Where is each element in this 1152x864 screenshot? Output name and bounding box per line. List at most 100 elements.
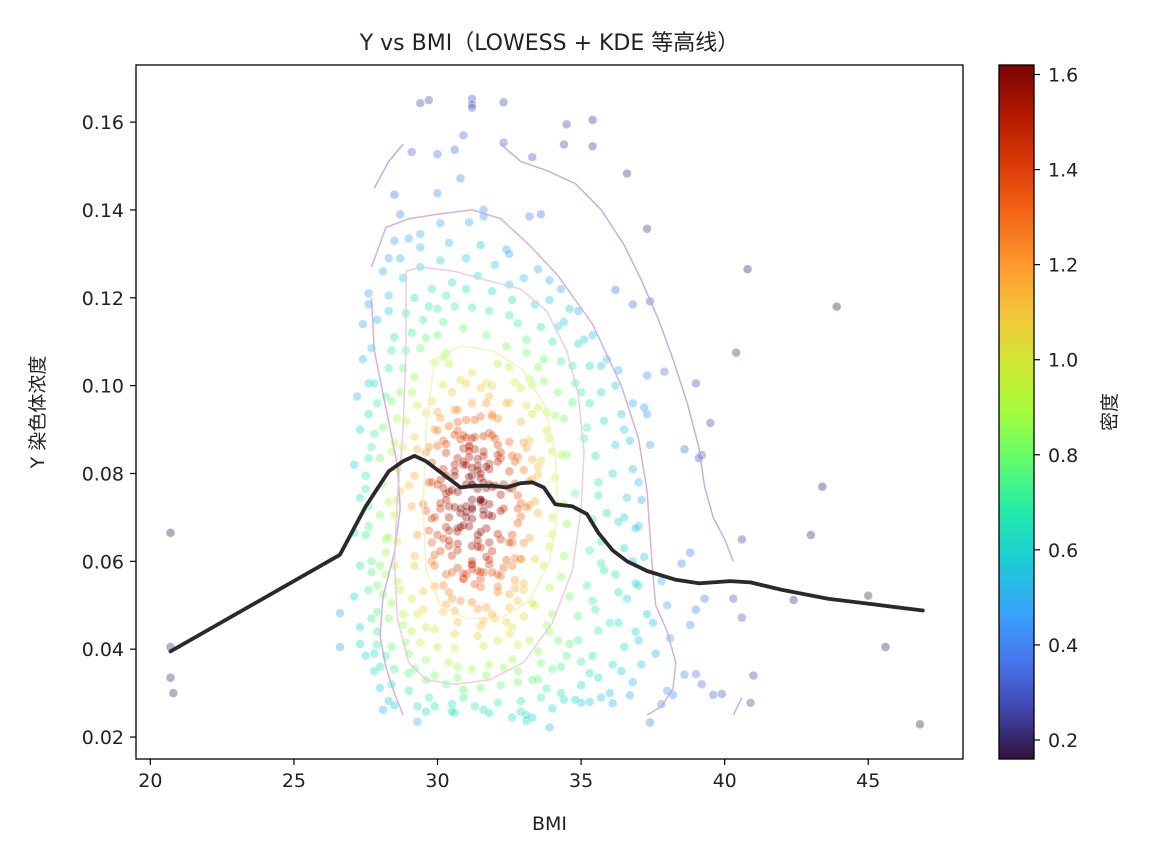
scatter-point — [507, 530, 517, 540]
scatter-point — [372, 607, 382, 617]
scatter-point — [372, 580, 382, 591]
scatter-point — [556, 284, 566, 294]
scatter-point — [478, 451, 489, 461]
scatter-point — [587, 596, 598, 606]
scatter-point — [817, 482, 827, 492]
scatter-point — [493, 587, 503, 597]
scatter-point — [450, 405, 460, 415]
scatter-point — [556, 688, 566, 698]
scatter-point — [438, 483, 448, 493]
scatter-point — [605, 688, 615, 698]
scatter-point — [409, 551, 420, 561]
scatter-point — [513, 503, 523, 514]
scatter-point — [366, 567, 377, 577]
scatter-point — [616, 666, 626, 676]
scatter-point — [510, 553, 520, 563]
scatter-point — [504, 362, 514, 372]
scatter-point — [481, 552, 491, 562]
scatter-point — [487, 546, 497, 556]
scatter-point — [438, 380, 448, 390]
scatter-point — [467, 99, 477, 110]
scatter-point — [590, 451, 601, 461]
scatter-point — [518, 611, 529, 621]
scatter-points — [165, 94, 925, 733]
scatter-point — [355, 493, 365, 503]
scatter-point — [409, 293, 420, 303]
scatter-point — [533, 264, 543, 274]
scatter-point — [415, 242, 425, 253]
scatter-point — [679, 444, 690, 454]
scatter-point — [389, 438, 400, 448]
scatter-point — [642, 609, 652, 619]
scatter-point — [516, 417, 526, 427]
scatter-point — [392, 576, 402, 586]
scatter-point — [639, 402, 649, 413]
scatter-point — [475, 495, 486, 505]
scatter-point — [636, 659, 647, 670]
scatter-point — [473, 631, 483, 641]
scatter-point — [493, 698, 503, 708]
scatter-point — [524, 211, 535, 222]
scatter-point — [452, 545, 463, 556]
scatter-point — [570, 488, 580, 498]
scatter-point — [409, 432, 420, 442]
scatter-point — [418, 604, 428, 615]
scatter-point — [584, 398, 595, 408]
scatter-point — [458, 323, 469, 334]
scatter-point — [447, 699, 457, 709]
scatter-point — [487, 286, 497, 296]
scatter-point — [607, 698, 618, 708]
scatter-point — [461, 284, 471, 294]
scatter-point — [633, 477, 644, 487]
scatter-point — [536, 209, 546, 220]
scatter-point — [567, 397, 578, 407]
scatter-point — [639, 552, 649, 562]
scatter-point — [475, 567, 486, 577]
scatter-point — [696, 679, 707, 689]
scatter-point — [745, 698, 756, 708]
scatter-point — [458, 460, 469, 470]
scatter-point — [619, 642, 629, 652]
scatter-point — [444, 541, 454, 551]
scatter-point — [384, 532, 394, 542]
scatter-point — [544, 722, 555, 733]
scatter-point — [504, 310, 514, 321]
scatter-point — [464, 472, 474, 482]
scatter-point — [524, 435, 535, 446]
scatter-point — [421, 333, 431, 343]
scatter-point — [513, 490, 523, 501]
scatter-point — [533, 462, 543, 472]
y-tick-label: 0.16 — [82, 112, 124, 134]
scatter-point — [398, 363, 408, 373]
scatter-point — [384, 290, 394, 301]
scatter-point — [361, 651, 371, 661]
scatter-point — [432, 642, 443, 652]
scatter-point — [407, 593, 417, 604]
scatter-point — [527, 675, 537, 685]
scatter-point — [475, 683, 486, 693]
scatter-point — [507, 451, 517, 461]
scatter-point — [556, 450, 566, 460]
scatter-point — [513, 596, 523, 606]
scatter-point — [541, 683, 552, 694]
scatter-point — [628, 677, 638, 687]
scatter-point — [404, 233, 414, 244]
scatter-point — [458, 692, 469, 703]
scatter-point — [384, 253, 394, 263]
scatter-point — [533, 402, 543, 413]
scatter-point — [444, 359, 454, 369]
scatter-point — [596, 558, 606, 569]
scatter-point — [516, 383, 526, 393]
scatter-point — [524, 635, 535, 646]
scatter-point — [441, 679, 451, 689]
kde-contour-line — [500, 143, 734, 562]
scatter-point — [550, 473, 560, 483]
scatter-point — [610, 380, 621, 391]
scatter-point — [415, 98, 425, 108]
scatter-point — [168, 688, 179, 698]
scatter-point — [630, 578, 641, 588]
scatter-point — [650, 648, 661, 659]
scatter-point — [427, 537, 437, 548]
scatter-point — [395, 387, 405, 397]
scatter-point — [521, 348, 532, 358]
